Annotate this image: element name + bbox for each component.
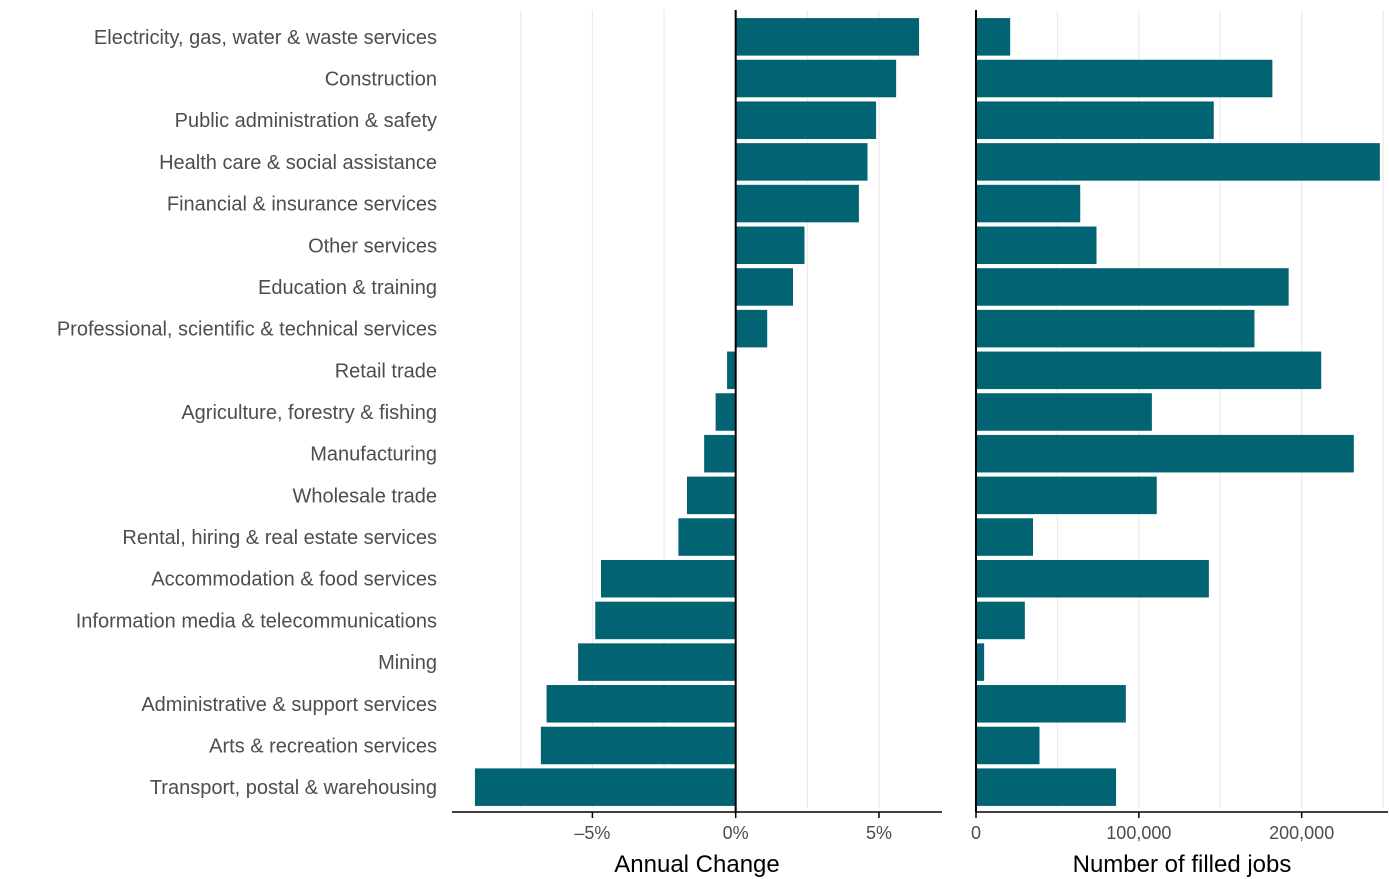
annual-change-ticks: –5% 0% 5% <box>574 812 892 843</box>
bar <box>735 184 859 223</box>
category-label: Professional, scientific & technical ser… <box>57 319 437 341</box>
bar <box>601 559 736 598</box>
bar <box>976 393 1152 431</box>
annual-change-axes <box>452 10 942 813</box>
category-label: Mining <box>378 652 437 674</box>
category-label: Retail trade <box>335 360 437 382</box>
category-labels: Electricity, gas, water & waste services… <box>57 27 437 799</box>
bar <box>976 59 1273 98</box>
annual-change-bars <box>474 18 920 806</box>
category-label: Administrative & support services <box>141 694 437 716</box>
bar <box>976 434 1354 473</box>
filled-jobs-axis-title: Number of filled jobs <box>1073 851 1292 878</box>
bar <box>976 601 1025 640</box>
bar <box>735 101 877 139</box>
category-label: Information media & telecommunications <box>76 610 437 632</box>
annual-change-panel: –5% 0% 5% Annual Change <box>452 10 942 878</box>
category-label: Financial & insurance services <box>167 194 437 216</box>
filled-jobs-ticks: 0 100,000 200,000 <box>971 812 1334 843</box>
filled-jobs-bars <box>976 18 1380 806</box>
filled-jobs-panel: 0 100,000 200,000 Number of filled jobs <box>971 10 1388 878</box>
bar <box>474 768 736 806</box>
category-label: Other services <box>308 235 437 257</box>
annual-change-axis-title: Annual Change <box>614 851 779 878</box>
bar <box>976 518 1033 556</box>
bar <box>735 18 920 56</box>
tick-label: 200,000 <box>1269 823 1334 843</box>
bar <box>976 184 1081 223</box>
category-label: Manufacturing <box>310 444 437 466</box>
category-label: Electricity, gas, water & waste services <box>94 27 437 49</box>
bar <box>540 726 736 765</box>
bar <box>727 351 736 390</box>
bar <box>704 434 736 473</box>
bar <box>735 59 897 98</box>
tick-label: 5% <box>866 823 892 843</box>
tick-label: 100,000 <box>1106 823 1171 843</box>
bar <box>578 643 736 681</box>
bar <box>686 476 736 515</box>
category-label: Education & training <box>258 277 437 299</box>
category-label: Wholesale trade <box>292 485 437 507</box>
category-label: Arts & recreation services <box>209 735 437 757</box>
bar <box>715 393 736 431</box>
bar <box>976 726 1040 765</box>
tick-label: 0% <box>723 823 749 843</box>
bar <box>735 309 768 348</box>
bar <box>976 309 1255 348</box>
bar <box>976 351 1322 390</box>
bar <box>546 685 736 723</box>
bar <box>595 601 736 640</box>
bar <box>976 226 1097 265</box>
bar <box>678 518 736 556</box>
bar <box>735 268 793 306</box>
tick-label: –5% <box>574 823 610 843</box>
bar <box>976 768 1117 806</box>
bar <box>735 143 868 181</box>
category-label: Rental, hiring & real estate services <box>122 527 437 549</box>
bar <box>976 559 1209 598</box>
bar <box>976 476 1157 515</box>
bar <box>976 268 1289 306</box>
tick-label: 0 <box>971 823 981 843</box>
category-label: Health care & social assistance <box>159 152 437 174</box>
bar <box>976 101 1214 139</box>
bar <box>976 143 1380 181</box>
category-label: Agriculture, forestry & fishing <box>181 402 437 424</box>
category-label: Transport, postal & warehousing <box>150 777 437 799</box>
filled-jobs-axes <box>975 10 1388 813</box>
category-label: Construction <box>325 69 437 91</box>
bar <box>976 18 1011 56</box>
bar <box>976 643 985 681</box>
category-label: Accommodation & food services <box>151 569 437 591</box>
category-label: Public administration & safety <box>175 110 437 132</box>
bar <box>735 226 805 265</box>
bar <box>976 685 1126 723</box>
